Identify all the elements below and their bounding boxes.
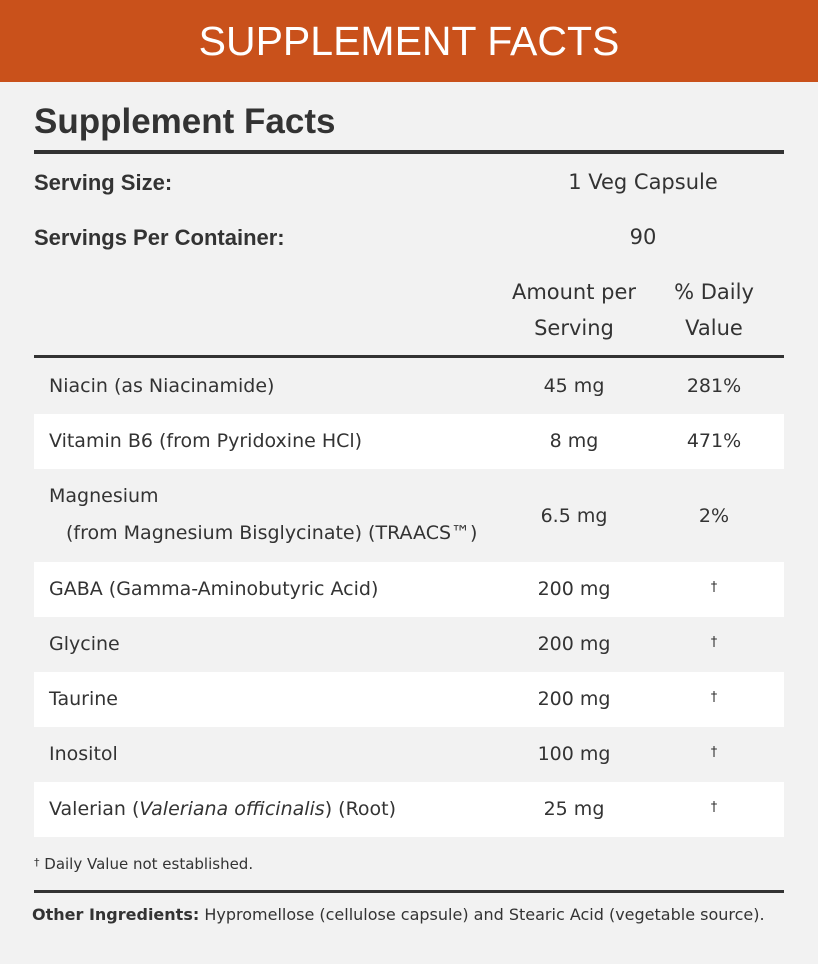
nutrient-name: Inositol [49, 743, 118, 765]
nutrient-name-post: ) (Root) [324, 798, 397, 820]
amount-header-line2: Serving [534, 316, 614, 340]
footnote: † Daily Value not established. [34, 855, 253, 873]
nutrient-amount: 8 mg [549, 430, 599, 452]
serving-size-label: Serving Size: [34, 170, 173, 195]
table-row: Magnesium (from Magnesium Bisglycinate) … [34, 469, 784, 562]
table-row: Inositol 100 mg † [34, 727, 784, 782]
dv-header-line1: % Daily [674, 280, 754, 304]
nutrient-amount: 200 mg [537, 688, 611, 710]
table-row: Niacin (as Niacinamide) 45 mg 281% [34, 359, 784, 414]
nutrient-amount: 25 mg [543, 798, 605, 820]
table-row: Vitamin B6 (from Pyridoxine HCl) 8 mg 47… [34, 414, 784, 469]
header-divider [34, 355, 784, 358]
banner-title: SUPPLEMENT FACTS [198, 18, 620, 64]
nutrient-daily-value: † [710, 800, 718, 815]
nutrient-name: Vitamin B6 (from Pyridoxine HCl) [49, 430, 363, 452]
nutrient-daily-value: † [710, 580, 718, 595]
nutrient-name: Niacin (as Niacinamide) [49, 375, 275, 397]
nutrient-amount: 100 mg [537, 743, 611, 765]
other-ingredients-label: Other Ingredients: [32, 905, 200, 924]
title-divider [34, 150, 784, 154]
nutrient-name: Glycine [49, 633, 120, 655]
daily-value-header: % Daily Value [664, 274, 764, 346]
nutrient-daily-value: † [710, 745, 718, 760]
nutrient-amount: 200 mg [537, 578, 611, 600]
panel-title: Supplement Facts [34, 102, 336, 141]
dagger-symbol: † [34, 856, 40, 869]
footnote-text: Daily Value not established. [39, 855, 254, 873]
footer-divider [34, 890, 784, 893]
table-row: Valerian (Valeriana officinalis) (Root) … [34, 782, 784, 837]
table-row: Taurine 200 mg † [34, 672, 784, 727]
nutrient-amount: 45 mg [543, 375, 605, 397]
serving-size-value: 1 Veg Capsule [568, 170, 718, 194]
other-ingredients: Other Ingredients: Hypromellose (cellulo… [32, 900, 772, 929]
table-row: Glycine 200 mg † [34, 617, 784, 672]
nutrient-name: Taurine [49, 688, 118, 710]
nutrient-name-pre: Valerian ( [49, 798, 140, 820]
dv-header-line2: Value [685, 316, 743, 340]
nutrient-daily-value: 2% [698, 505, 730, 527]
nutrient-amount: 200 mg [537, 633, 611, 655]
nutrient-name: GABA (Gamma-Aminobutyric Acid) [49, 578, 379, 600]
amount-per-serving-header: Amount per Serving [474, 274, 674, 346]
nutrient-latin-name: Valeriana officinalis [139, 798, 325, 820]
nutrient-daily-value: 471% [686, 430, 742, 452]
servings-per-container-label: Servings Per Container: [34, 225, 285, 250]
servings-per-container-value: 90 [629, 225, 657, 249]
nutrient-daily-value: 281% [686, 375, 742, 397]
table-row: GABA (Gamma-Aminobutyric Acid) 200 mg † [34, 562, 784, 617]
other-ingredients-text: Hypromellose (cellulose capsule) and Ste… [199, 905, 765, 924]
nutrient-source: (from Magnesium Bisglycinate) (TRAACS™) [66, 522, 478, 544]
banner: SUPPLEMENT FACTS [0, 0, 818, 82]
nutrient-amount: 6.5 mg [540, 505, 608, 527]
amount-header-line1: Amount per [511, 280, 637, 304]
nutrient-name: Magnesium [49, 485, 159, 507]
nutrient-daily-value: † [710, 635, 718, 650]
nutrient-daily-value: † [710, 690, 718, 705]
nutrient-name: Valerian (Valeriana officinalis) (Root) [49, 798, 396, 820]
